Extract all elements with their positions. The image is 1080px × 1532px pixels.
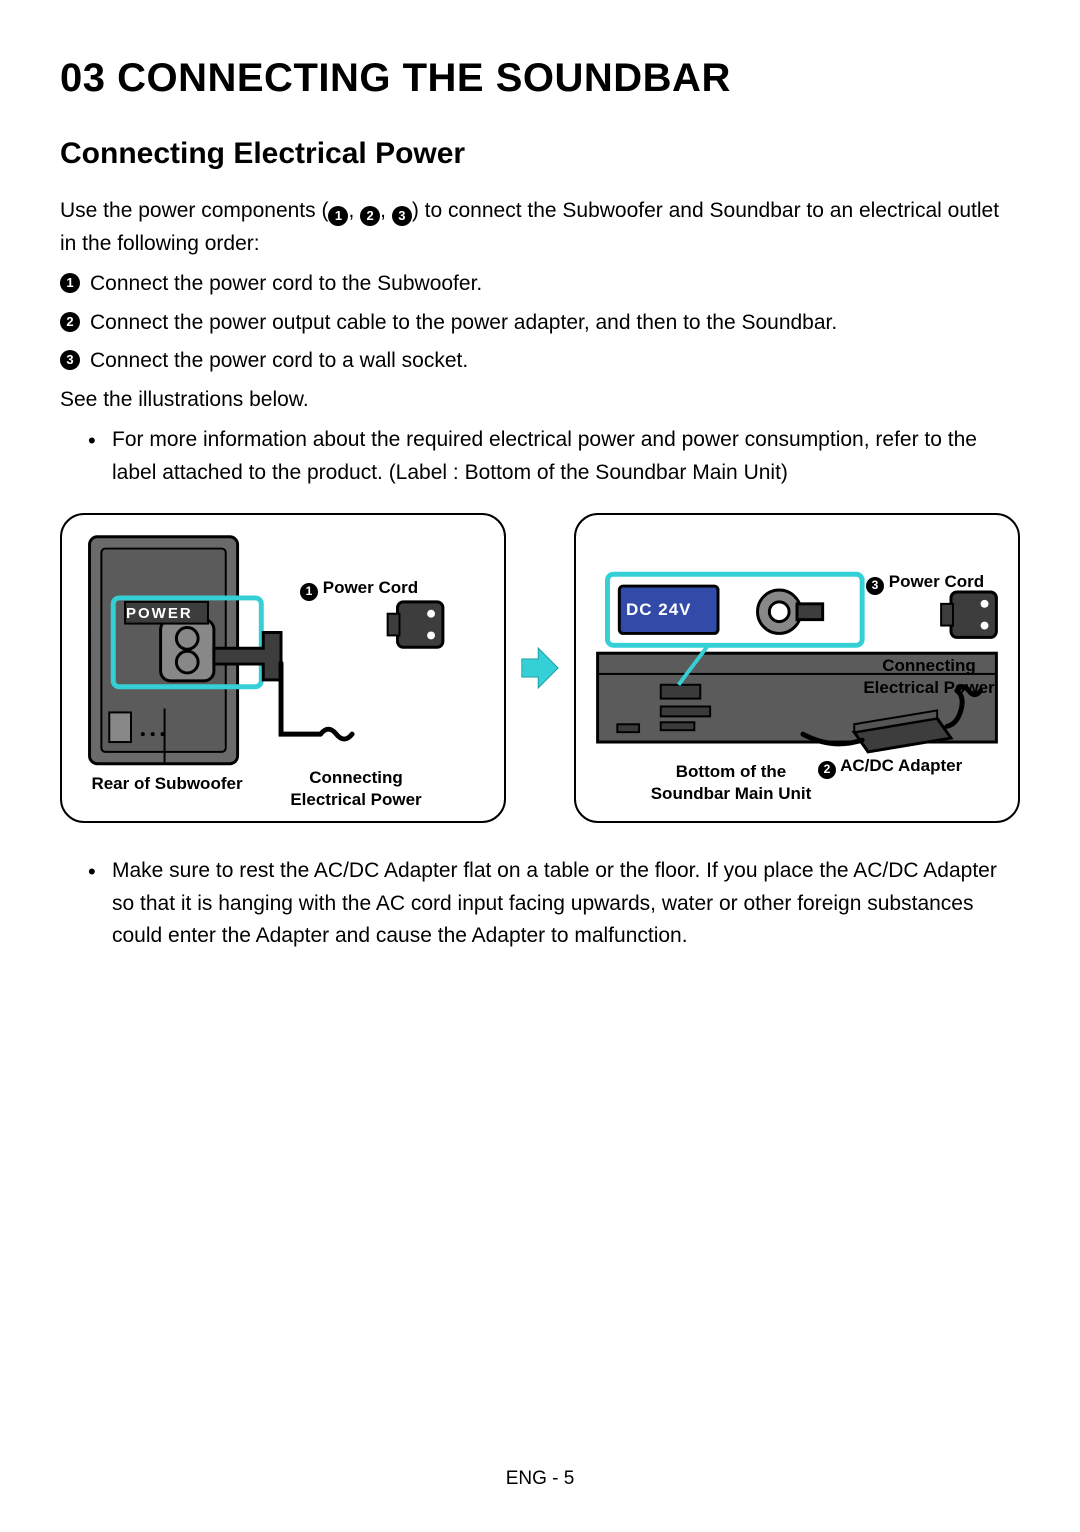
step-row: 1 Connect the power cord to the Subwoofe…	[60, 268, 1020, 301]
step-row: 2 Connect the power output cable to the …	[60, 307, 1020, 340]
see-below: See the illustrations below.	[60, 384, 1020, 417]
left-power-cord-label: 1 Power Cord	[300, 577, 460, 601]
power-cord-text: Power Cord	[323, 578, 418, 597]
step-1-icon: 1	[300, 583, 318, 601]
left-connecting-label: Connecting Electrical Power	[276, 767, 436, 810]
section-title: Connecting Electrical Power	[60, 137, 1020, 171]
step-text: Connect the power cord to a wall socket.	[90, 345, 468, 378]
chapter-title: 03 CONNECTING THE SOUNDBAR	[60, 56, 1020, 101]
intro-text: Use the power components (1, 2, 3) to co…	[60, 195, 1020, 260]
power-cord-text: Power Cord	[889, 572, 984, 591]
numbered-steps: 1 Connect the power cord to the Subwoofe…	[60, 268, 1020, 378]
diagram-right: DC 24V 3 Power Cord Connecting Electrica…	[574, 513, 1020, 823]
arrow-between	[520, 644, 560, 692]
step-1-icon: 1	[60, 273, 80, 293]
step-text: Connect the power output cable to the po…	[90, 307, 837, 340]
diagram-left: POWER 1 Power Cord Rear of Subwoofer Con…	[60, 513, 506, 823]
power-label: POWER	[126, 605, 193, 624]
step-2-icon: 2	[60, 312, 80, 332]
adapter-label: 2 AC/DC Adapter	[818, 755, 998, 779]
bottom-soundbar-label: Bottom of the Soundbar Main Unit	[636, 761, 826, 804]
bullet-item: For more information about the required …	[88, 424, 1020, 489]
bullet-item: Make sure to rest the AC/DC Adapter flat…	[88, 855, 1020, 953]
arrow-icon	[520, 644, 560, 692]
intro-a: Use the power components (	[60, 199, 328, 222]
step-row: 3 Connect the power cord to a wall socke…	[60, 345, 1020, 378]
step-2-icon: 2	[360, 206, 380, 226]
page-footer: ENG - 5	[0, 1468, 1080, 1490]
step-3-icon: 3	[866, 577, 884, 595]
bullet-list-2: Make sure to rest the AC/DC Adapter flat…	[60, 855, 1020, 953]
step-text: Connect the power cord to the Subwoofer.	[90, 268, 482, 301]
right-power-cord-label: 3 Power Cord	[866, 571, 1006, 595]
adapter-text: AC/DC Adapter	[840, 756, 962, 775]
right-connecting-label: Connecting Electrical Power	[854, 655, 1004, 698]
step-3-icon: 3	[392, 206, 412, 226]
step-1-icon: 1	[328, 206, 348, 226]
rear-subwoofer-label: Rear of Subwoofer	[82, 773, 252, 794]
step-3-icon: 3	[60, 350, 80, 370]
dc-24v-label: DC 24V	[626, 599, 692, 620]
diagram-row: POWER 1 Power Cord Rear of Subwoofer Con…	[60, 513, 1020, 823]
bullet-list-1: For more information about the required …	[60, 424, 1020, 489]
